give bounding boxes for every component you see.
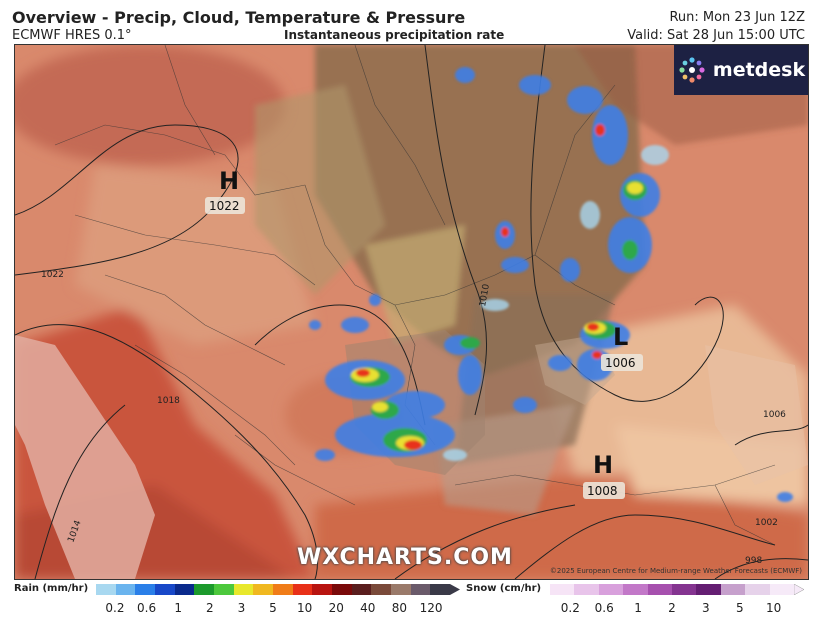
scale-swatch bbox=[550, 584, 575, 595]
snow-legend-label: Snow (cm/hr) bbox=[466, 583, 542, 594]
isobar-label: 1006 bbox=[763, 410, 786, 420]
scale-swatch bbox=[253, 584, 273, 595]
snow-scale-arrow-icon bbox=[794, 584, 804, 595]
scale-tick-label: 0.2 bbox=[560, 601, 580, 615]
high-pressure-value: 1022 bbox=[209, 199, 240, 213]
header-title: Overview - Precip, Cloud, Temperature & … bbox=[12, 8, 466, 27]
model-label: ECMWF HRES 0.1° bbox=[12, 28, 132, 43]
rain-scale-arrow-icon bbox=[450, 584, 460, 595]
snow-color-scale bbox=[550, 584, 794, 595]
isobars bbox=[15, 45, 808, 579]
rain-legend-label: Rain (mm/hr) bbox=[14, 583, 89, 594]
rain-color-scale bbox=[96, 584, 450, 595]
high-pressure-symbol-2: H bbox=[593, 451, 613, 479]
scale-swatch bbox=[194, 584, 214, 595]
pressure-markers: H 1022 L 1006 H 1008 bbox=[205, 167, 643, 499]
scale-swatch bbox=[745, 584, 770, 595]
scale-swatch bbox=[390, 584, 411, 595]
high-pressure-value-box-2 bbox=[583, 482, 625, 499]
scale-tick-label: 5 bbox=[269, 601, 277, 615]
scale-tick-label: 120 bbox=[419, 601, 443, 615]
scale-tick-label: 20 bbox=[328, 601, 344, 615]
map-canvas: H 1022 L 1006 H 1008 1022 1018 1014 1010… bbox=[15, 45, 808, 579]
scale-swatch bbox=[213, 584, 234, 595]
isobar-label: 998 bbox=[745, 556, 762, 566]
scale-swatch bbox=[671, 584, 697, 595]
scale-tick-label: 1 bbox=[174, 601, 182, 615]
low-pressure-value-box bbox=[601, 354, 643, 371]
scale-tick-label: 10 bbox=[766, 601, 782, 615]
scale-swatch bbox=[312, 584, 332, 595]
scale-swatch bbox=[96, 584, 116, 595]
scale-tick-label: 0.6 bbox=[594, 601, 614, 615]
field-label: Instantaneous precipitation rate bbox=[284, 28, 505, 42]
scale-tick-label: 3 bbox=[237, 601, 246, 615]
scale-swatch bbox=[272, 584, 293, 595]
metdesk-logo: metdesk bbox=[674, 45, 808, 95]
adriatic-sea bbox=[15, 335, 155, 579]
run-time: Run: Mon 23 Jun 12Z bbox=[669, 10, 805, 25]
scale-swatch bbox=[154, 584, 175, 595]
scale-swatch bbox=[574, 584, 599, 595]
scale-swatch bbox=[769, 584, 794, 595]
caspian-sea bbox=[705, 345, 808, 485]
scale-tick-label: 2 bbox=[205, 601, 214, 615]
scale-tick-label: 40 bbox=[360, 601, 376, 615]
isobar-label: 1002 bbox=[755, 518, 778, 528]
scale-swatch bbox=[410, 584, 431, 595]
isobar-label: 1018 bbox=[157, 396, 180, 406]
high-pressure-value-2: 1008 bbox=[587, 484, 618, 498]
scale-tick-label: 0.2 bbox=[105, 601, 125, 615]
precipitation bbox=[309, 67, 793, 502]
scale-tick-label: 5 bbox=[735, 601, 744, 615]
watermark: WXCHARTS.COM bbox=[297, 545, 513, 570]
scale-swatch bbox=[598, 584, 624, 595]
scale-tick-label: 2 bbox=[668, 601, 676, 615]
metdesk-star-logo-icon bbox=[679, 57, 705, 83]
low-pressure-value: 1006 bbox=[605, 356, 636, 370]
scale-tick-label: 10 bbox=[296, 601, 313, 615]
scale-swatch bbox=[696, 584, 721, 595]
high-pressure-symbol: H bbox=[219, 167, 239, 195]
scale-swatch bbox=[647, 584, 672, 595]
scale-swatch bbox=[623, 584, 648, 595]
copyright-notice: ©2025 European Centre for Medium-range W… bbox=[549, 567, 802, 575]
scale-tick-label: 3 bbox=[702, 601, 710, 615]
scale-swatch bbox=[135, 584, 155, 595]
weather-map[interactable]: H 1022 L 1006 H 1008 1022 1018 1014 1010… bbox=[14, 44, 809, 580]
scale-tick-label: 80 bbox=[391, 601, 408, 615]
scale-swatch bbox=[371, 584, 391, 595]
scale-swatch bbox=[430, 584, 450, 595]
brand-name: metdesk bbox=[712, 59, 806, 81]
isobar-label: 1010 bbox=[478, 283, 492, 308]
isobar-label: 1022 bbox=[41, 270, 64, 280]
scale-swatch bbox=[720, 584, 746, 595]
valid-time: Valid: Sat 28 Jun 15:00 UTC bbox=[627, 28, 805, 43]
low-pressure-symbol: L bbox=[613, 323, 628, 351]
scale-tick-label: 1 bbox=[634, 601, 642, 615]
scale-swatch bbox=[174, 584, 195, 595]
scale-swatch bbox=[351, 584, 372, 595]
high-pressure-value-box bbox=[205, 197, 245, 214]
scale-swatch bbox=[292, 584, 313, 595]
scale-swatch bbox=[115, 584, 136, 595]
scale-swatch bbox=[233, 584, 254, 595]
scale-tick-label: 0.6 bbox=[137, 601, 157, 615]
scale-swatch bbox=[331, 584, 352, 595]
